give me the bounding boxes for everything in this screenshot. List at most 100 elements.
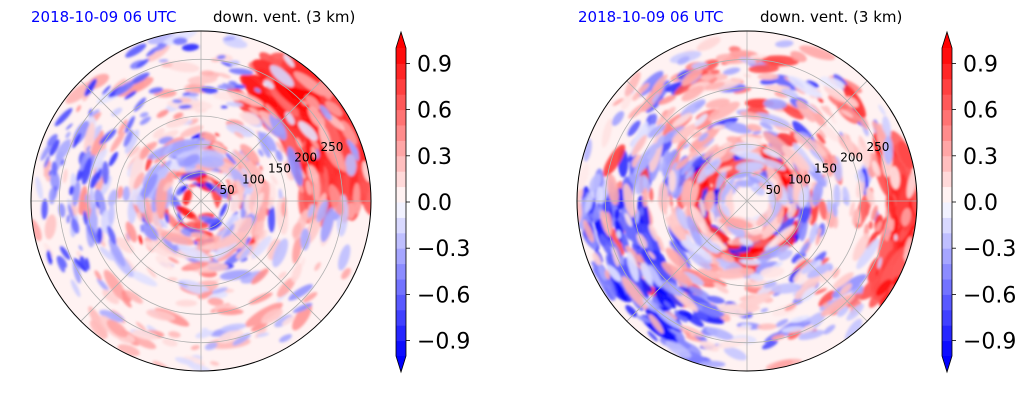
heatmap-cell	[786, 184, 795, 202]
polar-frame	[30, 30, 372, 372]
heatmap-cell	[219, 202, 228, 218]
heatmap-cell	[190, 232, 210, 240]
colorbar-segment	[942, 340, 952, 357]
heatmap-cell	[240, 143, 260, 165]
heatmap-cell	[102, 289, 120, 305]
heatmap-cell	[871, 160, 881, 177]
heatmap-cell	[209, 361, 220, 366]
heatmap-cell	[183, 153, 200, 166]
heatmap-cell	[115, 237, 134, 254]
heatmap-cell	[875, 221, 883, 233]
heatmap-cell	[70, 172, 76, 189]
heatmap-cell	[713, 282, 729, 294]
heatmap-cell	[775, 217, 795, 237]
heatmap-cell	[248, 107, 260, 116]
heatmap-cell	[216, 54, 226, 60]
heatmap-cell	[877, 257, 882, 269]
heatmap-cell	[685, 170, 693, 180]
heatmap-cell	[781, 88, 799, 99]
heatmap-cell	[198, 291, 212, 299]
angular-gridline	[746, 80, 868, 202]
heatmap-cell	[883, 220, 892, 242]
colorbar-segment	[396, 294, 406, 311]
heatmap-cell	[704, 223, 712, 238]
heatmap-cell	[660, 280, 684, 297]
angular-gridline	[200, 200, 322, 322]
heatmap-cell	[614, 208, 620, 220]
heatmap-cell	[226, 123, 255, 137]
radial-tick-label: 100	[788, 172, 811, 186]
heatmap-cell	[846, 303, 864, 321]
heatmap-cell	[140, 141, 158, 155]
heatmap-cell	[283, 54, 295, 68]
heatmap-cell	[316, 199, 329, 223]
heatmap-cell	[858, 135, 867, 151]
heatmap-cell	[117, 119, 128, 135]
colorbar-segment	[396, 140, 406, 157]
heatmap-cell	[707, 265, 724, 273]
heatmap-cell	[691, 62, 708, 70]
colorbar-segment	[396, 217, 406, 234]
heatmap-cell	[832, 272, 854, 289]
heatmap-cell	[49, 139, 60, 157]
radial-tick-label: 200	[294, 151, 317, 165]
heatmap-cell	[320, 207, 335, 243]
heatmap-cell	[199, 131, 217, 142]
heatmap-cell	[648, 314, 664, 334]
heatmap-cell	[578, 163, 590, 190]
heatmap-cell	[78, 245, 83, 251]
heatmap-cell	[631, 134, 647, 157]
heatmap-cell	[148, 87, 164, 94]
heatmap-cell	[294, 126, 309, 142]
heatmap-cell	[153, 154, 168, 164]
heatmap-cell	[187, 75, 218, 85]
heatmap-cell	[901, 208, 911, 227]
heatmap-cell	[178, 279, 210, 295]
heatmap-cell	[156, 109, 169, 118]
heatmap-cell	[707, 101, 740, 122]
heatmap-cell	[830, 117, 837, 124]
colorbar-tick-label: 0.3	[417, 145, 452, 170]
heatmap-cell	[124, 90, 137, 100]
heatmap-cell	[647, 251, 656, 260]
radial-tick-label: 150	[268, 162, 291, 176]
heatmap-cell	[51, 161, 58, 176]
heatmap-cell	[125, 290, 143, 304]
heatmap-cell	[898, 140, 915, 170]
heatmap-cell	[879, 246, 907, 288]
radial-tick-label: 100	[242, 172, 265, 186]
heatmap-cell	[799, 241, 810, 257]
heatmap-cell	[624, 213, 633, 227]
heatmap-cell	[95, 200, 100, 209]
heatmap-cell	[155, 255, 174, 270]
colorbar-extend-max	[396, 32, 406, 48]
heatmap-cell	[172, 99, 183, 104]
heatmap-cell	[108, 151, 119, 167]
heatmap-cell	[820, 293, 856, 317]
heatmap-cell	[794, 274, 821, 300]
heatmap-cell	[775, 318, 789, 328]
heatmap-cell	[681, 85, 704, 102]
heatmap-cell	[88, 109, 100, 118]
heatmap-cell	[314, 262, 321, 271]
heatmap-cell	[147, 33, 178, 45]
heatmap-cell	[254, 88, 261, 93]
heatmap-cell	[878, 104, 886, 116]
heatmap-cell	[76, 105, 82, 113]
heatmap-cell	[269, 113, 287, 141]
heatmap-cell	[640, 262, 652, 284]
heatmap-cell	[152, 128, 165, 139]
heatmap-cell	[675, 185, 683, 200]
heatmap-cell	[102, 85, 111, 95]
heatmap-cell	[70, 279, 81, 298]
heatmap-cell	[889, 166, 901, 190]
heatmap-cell	[180, 228, 192, 237]
heatmap-cell	[281, 315, 296, 326]
heatmap-cell	[180, 125, 204, 138]
heatmap-cell	[601, 118, 613, 148]
heatmap-cell	[163, 181, 172, 192]
heatmap-cell	[270, 174, 278, 185]
radial-tick-label: 50	[220, 183, 235, 197]
heatmap-cell	[291, 262, 302, 283]
heatmap-cell	[212, 184, 227, 199]
